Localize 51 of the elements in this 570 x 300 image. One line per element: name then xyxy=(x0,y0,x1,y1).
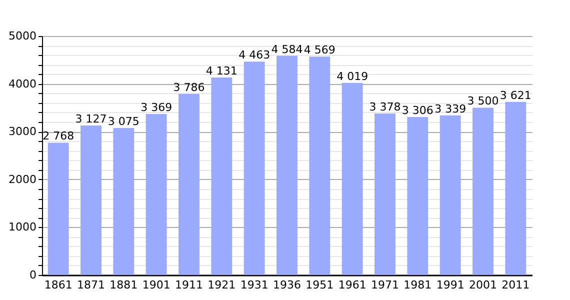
data-label: 4 584 xyxy=(271,42,303,56)
bar xyxy=(505,102,526,275)
data-label: 3 339 xyxy=(434,102,466,116)
x-tick-label: 1991 xyxy=(436,278,464,292)
bar xyxy=(407,116,428,275)
y-tick-label: 3000 xyxy=(8,125,36,138)
data-label: 3 621 xyxy=(500,88,532,102)
x-tick-label: 1951 xyxy=(306,278,334,292)
x-tick-label: 1936 xyxy=(273,278,301,292)
bar xyxy=(80,126,102,275)
y-tick-label: 0 xyxy=(30,268,36,282)
x-tick-label: 1921 xyxy=(208,278,236,292)
x-tick-label: 1971 xyxy=(371,278,399,292)
bar xyxy=(472,108,494,275)
bar xyxy=(440,115,461,275)
bar xyxy=(342,82,363,275)
bar xyxy=(244,62,265,275)
bar xyxy=(48,142,69,275)
data-label: 3 075 xyxy=(108,115,140,128)
data-label: 4 131 xyxy=(206,64,238,78)
x-tick-label: 1961 xyxy=(338,278,366,292)
data-label: 4 569 xyxy=(304,44,336,57)
data-label: 3 306 xyxy=(402,104,434,117)
data-label: 3 378 xyxy=(369,100,401,114)
x-tick-label: 1911 xyxy=(175,278,203,292)
y-tick-label: 2000 xyxy=(8,172,36,186)
data-label: 3 127 xyxy=(75,112,107,126)
data-label: 3 369 xyxy=(140,100,172,114)
x-tick-label: 1931 xyxy=(240,278,268,292)
bar xyxy=(146,114,167,275)
bar xyxy=(211,78,232,275)
data-label: 2 768 xyxy=(42,130,74,143)
x-tick-label: 1861 xyxy=(44,278,72,292)
y-tick-label: 5000 xyxy=(8,30,36,42)
bar xyxy=(113,128,134,275)
y-tick-label: 4000 xyxy=(8,77,36,90)
bar xyxy=(276,56,298,275)
data-label: 3 500 xyxy=(467,94,499,108)
x-tick-label: 2001 xyxy=(469,278,497,292)
x-tick-label: 1981 xyxy=(404,278,432,292)
x-tick-label: 1901 xyxy=(142,278,170,292)
x-tick-label: 2011 xyxy=(502,278,530,292)
x-tick-label: 1871 xyxy=(77,278,105,292)
y-tick-label: 1000 xyxy=(8,220,36,234)
bar xyxy=(178,94,200,275)
data-label: 4 463 xyxy=(238,48,270,62)
bar xyxy=(309,56,330,275)
data-label: 4 019 xyxy=(336,70,368,83)
bar xyxy=(374,114,396,275)
x-tick-label: 1881 xyxy=(110,278,138,292)
data-label: 3 786 xyxy=(173,81,205,94)
